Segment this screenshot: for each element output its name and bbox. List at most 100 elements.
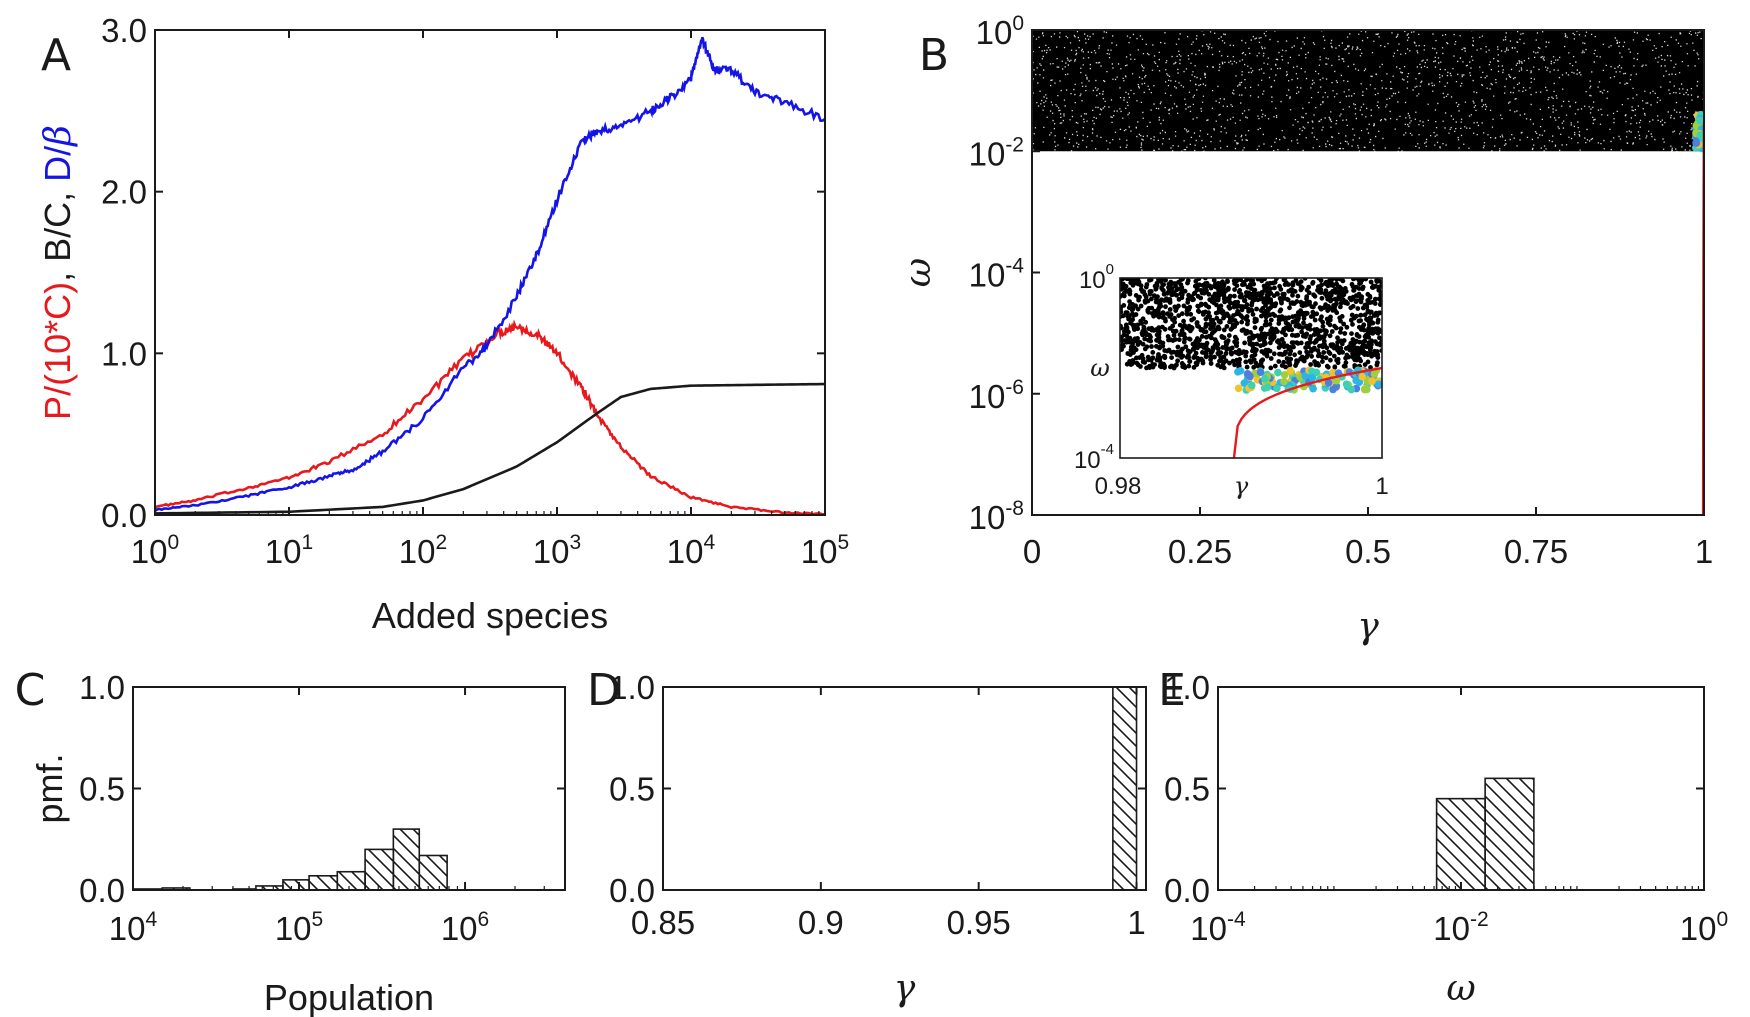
x-tick-label-exponent: 6 (478, 908, 490, 931)
y-tick-label-base: 10 (969, 499, 1006, 536)
x-tick-label-exponent: 1 (302, 531, 314, 554)
x-tick-label: 104 (667, 531, 716, 570)
y-axis-label: ω (898, 258, 939, 287)
axes-frame (154, 29, 826, 516)
x-tick-label-base: 10 (667, 533, 704, 570)
x-tick-label-exponent: 5 (312, 908, 324, 931)
inset-y-tick-label-exponent: 0 (1106, 261, 1114, 278)
y-tick-label: 0.5 (609, 771, 655, 808)
inset-colored-point (1280, 377, 1288, 386)
x-tick-label: 103 (533, 531, 581, 570)
hist-bar-4 (282, 879, 310, 891)
y-axis-label: pmf. (29, 753, 70, 823)
inset-colored-point (1274, 368, 1282, 377)
inset-colored-point (1368, 377, 1376, 385)
panel-label: B (919, 30, 949, 81)
inset-y-tick-label-base: 10 (1074, 447, 1101, 474)
x-tick-label: 10-2 (1433, 908, 1488, 947)
x-tick-label: 0.9 (798, 904, 844, 941)
x-tick-label-base: 10 (399, 533, 436, 570)
panel-b: 0 0.25 0.5 0.75 110010-210-410-610-8γωB10010… (898, 12, 1713, 647)
y-tick-label-exponent: -4 (1005, 255, 1024, 278)
x-tick-label: 102 (399, 531, 447, 570)
inset-colored-point (1256, 368, 1265, 377)
y-tick-label-base: 10 (976, 14, 1013, 51)
y-tick-label-exponent: -6 (1005, 376, 1024, 399)
x-tick-label-exponent: 4 (704, 531, 716, 554)
panel-label: C (15, 665, 46, 716)
x-tick-label: 0.25 (1168, 533, 1232, 570)
hist-bar-7 (364, 848, 395, 891)
y-tick-label: 0.5 (79, 771, 125, 808)
scatter-region (1032, 30, 1704, 152)
x-tick-label-base: 10 (131, 533, 168, 570)
y-tick-label-exponent: 0 (1012, 12, 1024, 35)
panel-label: E (1158, 665, 1186, 716)
hist-bar-6 (336, 870, 366, 891)
inset-colored-point (1246, 372, 1254, 381)
x-tick-label: 101 (265, 531, 313, 570)
inset-colored-point (1301, 372, 1309, 380)
inset-colored-point (1374, 380, 1382, 389)
x-tick-label-base: 10 (1680, 910, 1717, 947)
plot-area (155, 36, 825, 515)
y-tick-label: 10-6 (969, 376, 1024, 415)
y-tick-label: 2.0 (101, 174, 147, 211)
series-line-1 (155, 382, 825, 515)
inset-frame (1119, 277, 1383, 459)
colored-point (1696, 131, 1704, 140)
y-tick-label: 10-4 (969, 255, 1025, 294)
y-tick-label: 1.0 (79, 669, 125, 706)
x-tick-label-exponent: 2 (436, 531, 448, 554)
hist-bar-1 (1484, 777, 1535, 891)
hist-bar-0 (1112, 686, 1138, 891)
y-tick-label-base: 10 (969, 378, 1006, 415)
y-tick-label: 0.0 (79, 872, 125, 909)
y-label-part-3: β (38, 125, 79, 148)
y-tick-label: 1.0 (101, 335, 147, 372)
x-tick-label: 105 (275, 908, 323, 947)
y-tick-label-base: 10 (969, 135, 1006, 172)
inset-colored-point (1355, 378, 1364, 387)
inset-colored-point (1370, 370, 1379, 378)
x-tick-label: 0.95 (947, 904, 1011, 941)
axes-frame (662, 686, 1147, 891)
x-tick-label-base: 10 (1433, 910, 1470, 947)
inset-x-tick-label: 0.98 (1095, 473, 1142, 500)
inset-plot-area (1120, 278, 1382, 458)
y-tick-label: 100 (976, 12, 1024, 51)
series-line-0 (155, 319, 825, 515)
inset-colored-point (1263, 383, 1272, 391)
x-tick-label: 0.85 (631, 904, 695, 941)
y-tick-label: 3.0 (101, 12, 147, 49)
inset-colored-point (1332, 383, 1340, 391)
inset-x-tick-label: 1 (1375, 473, 1388, 500)
x-tick-label: 1 (1695, 533, 1713, 570)
inset-y-tick-label-exponent: -4 (1101, 441, 1114, 458)
hist-bar-9 (418, 854, 448, 891)
y-tick-label: 10-8 (969, 497, 1024, 536)
y-tick-label-exponent: -2 (1005, 133, 1024, 156)
series-line-2 (155, 36, 825, 512)
x-tick-label: 100 (1680, 908, 1728, 947)
hist-bar-8 (392, 828, 421, 891)
y-tick-label: 0.5 (1164, 771, 1210, 808)
x-axis-label: Added species (372, 595, 608, 636)
y-label-part-0: P/(10*C) (37, 282, 78, 420)
x-axis-label: Population (264, 977, 434, 1017)
y-tick-label: 0.0 (609, 872, 655, 909)
x-tick-label-exponent: -4 (1227, 908, 1246, 931)
y-tick-label: 0.0 (101, 497, 147, 534)
inset-scatter (1120, 278, 1382, 371)
y-label-part-1: , B/C, (37, 182, 78, 282)
x-tick-label-exponent: 4 (146, 908, 158, 931)
x-tick-label-base: 10 (275, 910, 312, 947)
x-tick-label: 10-4 (1190, 908, 1246, 947)
inset-colored-point (1280, 371, 1289, 379)
y-tick-label: 0.0 (1164, 872, 1210, 909)
y-tick-label-exponent: -8 (1005, 497, 1024, 520)
